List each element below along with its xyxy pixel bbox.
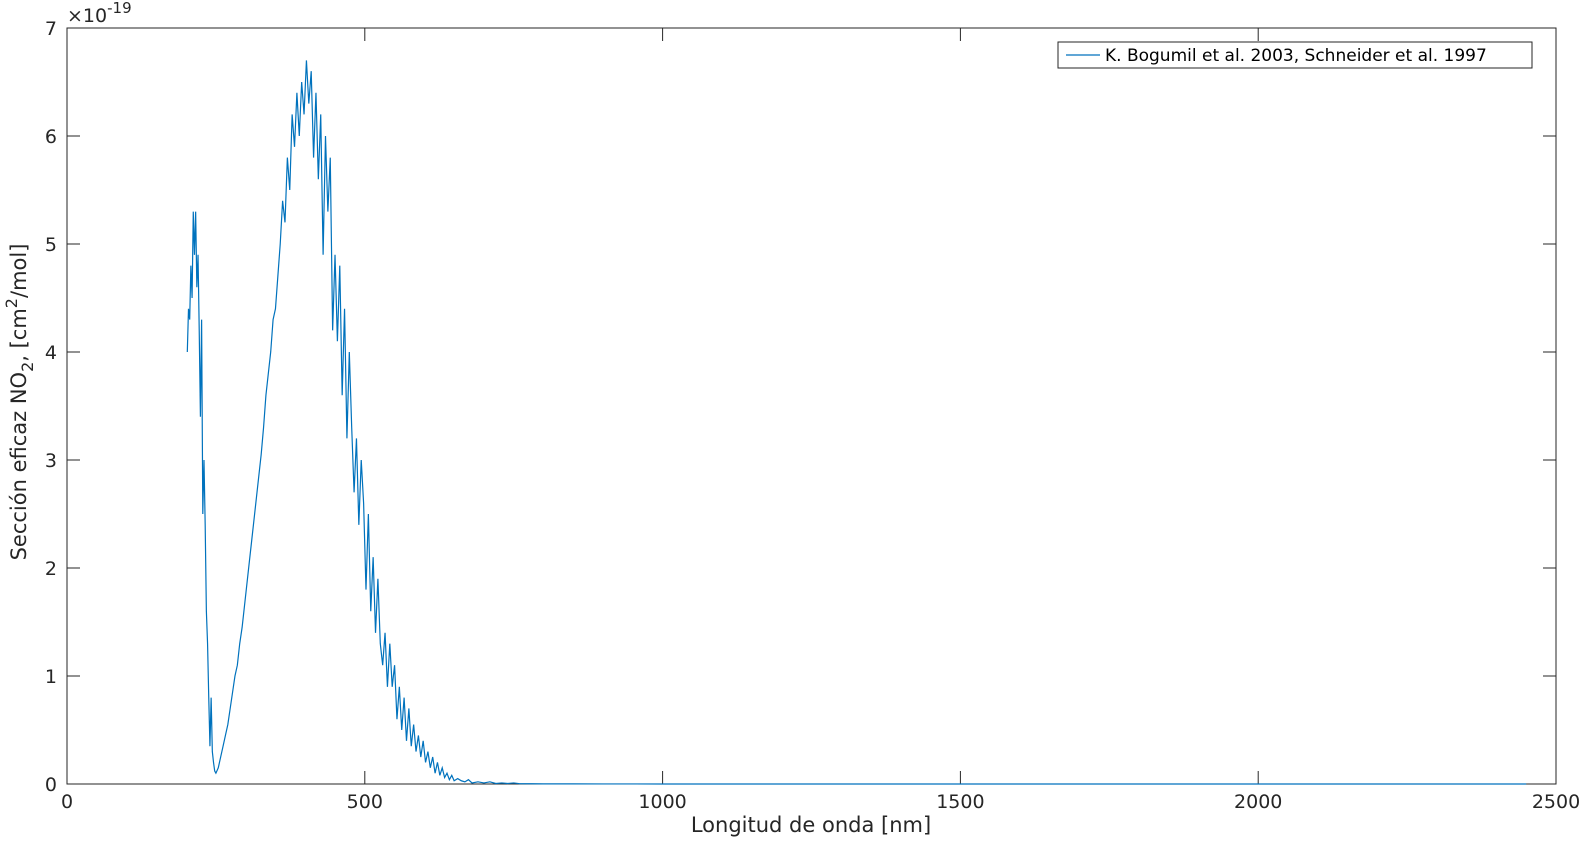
plot-area	[66, 27, 1557, 785]
y-tick-label: 2	[45, 558, 57, 580]
y-tick-label: 4	[45, 342, 57, 364]
x-tick-label: 500	[347, 791, 383, 813]
y-exponent: ×10-19	[67, 0, 132, 27]
legend: K. Bogumil et al. 2003, Schneider et al.…	[1057, 41, 1533, 69]
y-tick-label: 6	[45, 126, 57, 148]
x-tick-label: 0	[61, 791, 73, 813]
legend-box	[1057, 41, 1533, 69]
legend-entry-label: K. Bogumil et al. 2003, Schneider et al.…	[1105, 46, 1487, 66]
y-axis-label-main: Sección eficaz NO	[7, 372, 31, 561]
y-tick-labels: 0 1 2 3 4 5 6 7	[45, 18, 57, 796]
y-axis-label-sub: 2	[18, 362, 37, 372]
x-tick-labels: 0 500 1000 1500 2000 2500	[61, 791, 1580, 813]
x-tick-label: 1500	[936, 791, 984, 813]
y-axis-label-sup: 2	[2, 298, 21, 308]
y-tick-label: 1	[45, 666, 57, 688]
y-tick-label: 3	[45, 450, 57, 472]
y-tick-label: 7	[45, 18, 57, 40]
x-tick-label: 2500	[1532, 791, 1580, 813]
y-axis-label-end: /mol]	[7, 244, 31, 298]
y-axis-label-mid: , [cm	[7, 308, 31, 362]
y-tick-label: 5	[45, 234, 57, 256]
y-axis-label: Sección eficaz NO2, [cm2/mol]	[2, 244, 37, 561]
x-tick-label: 1000	[638, 791, 686, 813]
y-exponent-power: -19	[107, 0, 132, 17]
y-tick-label: 0	[45, 774, 57, 796]
series-line	[186, 60, 1527, 785]
axis-ticks	[66, 27, 1557, 785]
x-tick-label: 2000	[1234, 791, 1282, 813]
y-exponent-prefix: ×10	[67, 5, 107, 27]
x-axis-label: Longitud de onda [nm]	[691, 813, 931, 837]
